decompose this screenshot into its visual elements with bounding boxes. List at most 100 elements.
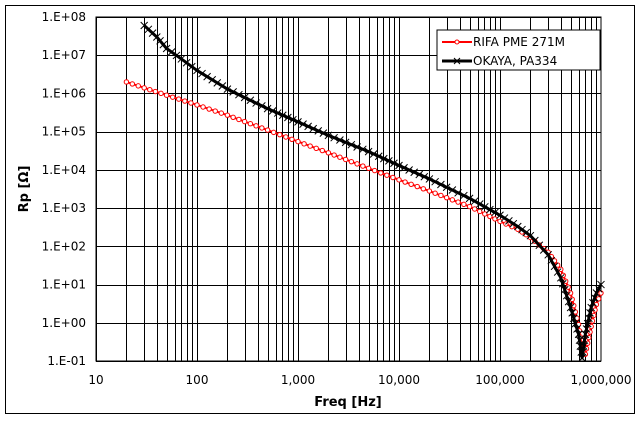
circle-marker-icon	[402, 179, 408, 185]
circle-marker-icon	[408, 181, 414, 187]
x-tick-label: 1,000,000	[570, 373, 631, 387]
circle-marker-icon	[426, 188, 433, 194]
x-marker-icon	[235, 90, 243, 99]
x-marker-icon	[465, 194, 474, 203]
legend: RIFA PME 271M OKAYA, PA334	[436, 29, 601, 71]
x-marker-icon	[223, 85, 232, 93]
x-marker-icon	[162, 44, 171, 53]
series-rifa	[123, 79, 604, 357]
x-marker-icon	[364, 147, 373, 156]
circle-marker-icon	[224, 112, 231, 118]
circle-marker-icon	[264, 127, 271, 133]
x-tick-label: 10,000	[378, 373, 420, 387]
circle-marker-icon	[455, 199, 461, 205]
x-marker-icon	[454, 188, 462, 197]
x-axis-ticks: 10 100 1,000 10,000 100,000 1,000,000	[88, 373, 631, 387]
x-marker-icon	[405, 166, 413, 174]
x-marker-icon	[491, 208, 499, 217]
circle-marker-icon	[247, 120, 254, 127]
x-marker-icon	[564, 297, 573, 306]
x-marker-icon	[415, 170, 424, 179]
x-marker-icon	[592, 289, 601, 297]
x-marker-icon	[509, 219, 518, 228]
y-tick-label: 1.E+06	[42, 86, 86, 100]
circle-marker-icon	[212, 108, 218, 114]
x-marker-icon	[229, 88, 237, 96]
data-series	[123, 21, 605, 362]
circle-marker-icon	[277, 131, 283, 138]
x-marker-icon	[385, 157, 393, 165]
circle-marker-icon	[319, 147, 326, 154]
y-tick-label: 1.E+08	[42, 10, 86, 24]
circle-marker-icon	[135, 83, 141, 89]
y-tick-label: 1.E+00	[42, 316, 86, 330]
y-tick-label: 1.E+01	[42, 278, 86, 292]
x-marker-icon	[566, 303, 575, 312]
x-marker-icon	[218, 82, 227, 90]
circle-marker-icon	[307, 143, 313, 149]
y-tick-label: 1.E-01	[47, 354, 86, 368]
x-marker-icon	[518, 225, 526, 234]
circle-marker-icon	[331, 152, 337, 158]
y-axis-ticks: 1.E-01 1.E+00 1.E+01 1.E+02 1.E+03 1.E+04 1.E+…	[42, 10, 86, 368]
x-marker-icon	[420, 172, 429, 181]
circle-marker-icon	[432, 190, 438, 196]
x-marker-icon	[568, 309, 577, 317]
x-marker-icon	[560, 285, 569, 294]
circle-marker-icon	[595, 296, 602, 302]
y-tick-label: 1.E+03	[42, 201, 86, 215]
x-marker-icon	[573, 325, 581, 333]
circle-marker-icon	[565, 284, 571, 290]
circle-marker-icon	[438, 192, 444, 199]
x-marker-icon	[324, 131, 333, 140]
x-marker-icon	[203, 72, 211, 81]
circle-marker-icon	[337, 154, 343, 160]
x-marker-icon	[299, 120, 307, 129]
x-marker-icon	[347, 140, 356, 149]
x-marker-icon	[336, 136, 344, 144]
circle-marker-icon	[241, 118, 248, 125]
x-marker-icon	[304, 122, 312, 131]
circle-marker-icon	[482, 211, 488, 217]
circle-marker-icon	[396, 177, 402, 183]
x-marker-icon	[500, 214, 509, 222]
circle-marker-icon	[253, 123, 259, 129]
x-marker-icon	[309, 124, 318, 133]
circle-marker-icon	[176, 96, 182, 102]
x-tick-label: 1,000	[281, 373, 315, 387]
circle-marker-icon	[477, 208, 483, 215]
circle-marker-icon	[163, 92, 170, 98]
circle-marker-icon	[123, 79, 130, 85]
x-marker-icon	[379, 154, 388, 163]
x-marker-icon	[284, 113, 292, 122]
circle-marker-icon	[218, 110, 225, 116]
x-marker-icon	[213, 79, 222, 87]
x-marker-icon	[550, 262, 559, 271]
x-marker-icon	[341, 138, 350, 147]
circle-marker-icon	[147, 86, 153, 93]
x-marker-icon	[544, 250, 553, 259]
x-marker-icon	[319, 129, 328, 137]
x-tick-label: 100,000	[475, 373, 525, 387]
x-marker-icon	[460, 191, 468, 200]
circle-marker-icon	[158, 90, 164, 97]
circle-marker-icon	[571, 302, 577, 309]
x-marker-icon	[505, 217, 513, 225]
x-marker-icon	[273, 109, 282, 117]
circle-marker-icon	[443, 194, 450, 201]
circle-marker-icon	[313, 145, 319, 152]
circle-marker-icon	[454, 39, 460, 45]
x-marker-icon	[193, 66, 201, 75]
y-tick-label: 1.E+02	[42, 239, 86, 253]
x-marker-icon	[198, 69, 206, 78]
circle-marker-icon	[342, 156, 349, 163]
circle-marker-icon	[390, 174, 396, 181]
x-marker-icon	[556, 273, 565, 282]
circle-marker-icon	[354, 161, 360, 167]
circle-marker-icon	[365, 165, 372, 172]
circle-marker-icon	[420, 186, 427, 192]
x-marker-icon	[431, 177, 439, 186]
x-marker-icon	[263, 104, 272, 113]
x-marker-icon	[480, 202, 489, 211]
circle-marker-icon	[487, 213, 493, 220]
